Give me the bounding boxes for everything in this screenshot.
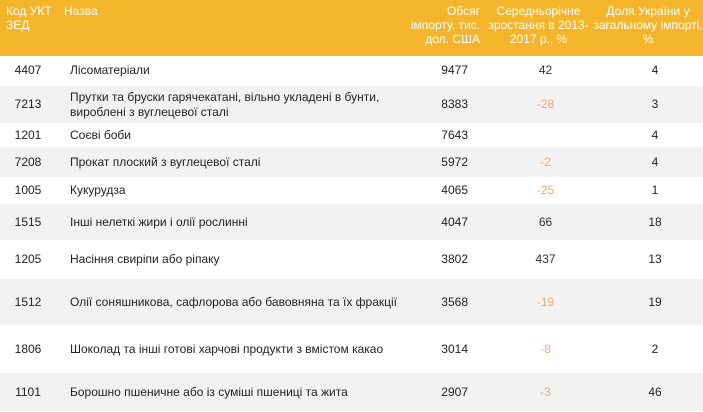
cell-code: 7208	[14, 154, 42, 169]
cell-name: Лісоматеріали	[70, 63, 150, 77]
cell-share: 1	[651, 183, 659, 197]
cell-name: Прутки та бруски гарячекатані, вільно ук…	[70, 89, 380, 119]
cell-import: 3014	[441, 341, 468, 356]
cell-code: 1512	[14, 294, 42, 309]
cell-growth: -28	[536, 97, 555, 111]
table-row: 1806 Шоколад та інші готові харчові прод…	[0, 326, 703, 373]
cell-import: 3568	[441, 294, 468, 309]
cell-import: 9477	[441, 63, 468, 77]
cell-share: 4	[651, 127, 659, 142]
cell-import: 8383	[441, 97, 468, 111]
header-growth: Середньорічне зростання в 2013-2017 р., …	[488, 4, 589, 46]
cell-share: 3	[651, 97, 659, 111]
cell-share: 46	[648, 384, 662, 399]
cell-code: 7213	[14, 97, 42, 111]
cell-import: 4047	[441, 214, 468, 229]
cell-share: 2	[651, 341, 659, 356]
cell-growth: -2	[540, 154, 551, 169]
cell-share: 4	[651, 154, 659, 169]
cell-growth: -19	[536, 294, 555, 309]
cell-share: 19	[648, 294, 662, 309]
cell-share: 13	[648, 252, 662, 266]
table-row: 1005 Кукурудза 4065 -25 1	[0, 178, 703, 204]
cell-name: Соєві боби	[70, 127, 131, 142]
cell-name: Прокат плоский з вуглецевої сталі	[70, 154, 261, 169]
cell-name: Кукурудза	[70, 183, 126, 197]
cell-code: 1005	[14, 183, 42, 197]
cell-growth: 437	[535, 252, 556, 266]
header-share: Доля України у загальному імпорті, %	[593, 4, 703, 46]
table-row: 1515 Інші нелеткі жири і олії рослинні 4…	[0, 204, 703, 241]
cell-growth: 42	[538, 63, 553, 77]
cell-code: 1806	[14, 341, 42, 356]
cell-growth: -25	[536, 183, 555, 197]
cell-growth: -3	[540, 384, 551, 399]
table-row: 1101 Борошно пшеничне або із суміші пшен…	[0, 373, 703, 412]
cell-code: 1101	[15, 384, 41, 399]
cell-name: Інші нелеткі жири і олії рослинні	[70, 214, 248, 229]
cell-import: 7643	[441, 127, 468, 142]
table-row: 7208 Прокат плоский з вуглецевої сталі 5…	[0, 147, 703, 178]
header-code: Код УКТ ЗЕД	[6, 4, 52, 32]
header-name: Назва	[64, 4, 98, 18]
cell-growth	[484, 124, 593, 146]
cell-name: Борошно пшеничне або із суміші пшениці т…	[70, 384, 348, 399]
cell-name: Олії соняшникова, сафлорова або бавовнян…	[70, 294, 398, 309]
cell-name: Шоколад та інші готові харчові продукти …	[70, 341, 384, 356]
cell-import: 2907	[441, 384, 468, 399]
cell-code: 1201	[14, 127, 42, 142]
cell-import: 5972	[441, 154, 468, 169]
table-row: 1512 Олії соняшникова, сафлорова або бав…	[0, 279, 703, 326]
cell-code: 1205	[14, 252, 42, 266]
cell-import: 4065	[441, 183, 468, 197]
cell-import: 3802	[441, 252, 468, 266]
cell-growth: -8	[540, 341, 551, 356]
table-row: 1205 Насіння свиріпи або ріпаку 3802 437…	[0, 241, 703, 279]
cell-code: 4407	[14, 63, 42, 77]
table-row: 4407 Лісоматеріали 9477 42 4	[0, 56, 703, 86]
cell-share: 4	[651, 63, 659, 77]
cell-growth: 66	[538, 214, 553, 229]
header-import: Обсяг імпорту, тис. дол. США	[410, 4, 480, 46]
table-row: 7213 Прутки та бруски гарячекатані, віль…	[0, 86, 703, 124]
table-row: 1201 Соєві боби 7643 4	[0, 124, 703, 147]
cell-code: 1515	[14, 214, 42, 229]
cell-name: Насіння свиріпи або ріпаку	[70, 252, 220, 266]
table-header: Код УКТ ЗЕД Назва Обсяг імпорту, тис. до…	[0, 0, 703, 56]
cell-share: 18	[648, 214, 662, 229]
